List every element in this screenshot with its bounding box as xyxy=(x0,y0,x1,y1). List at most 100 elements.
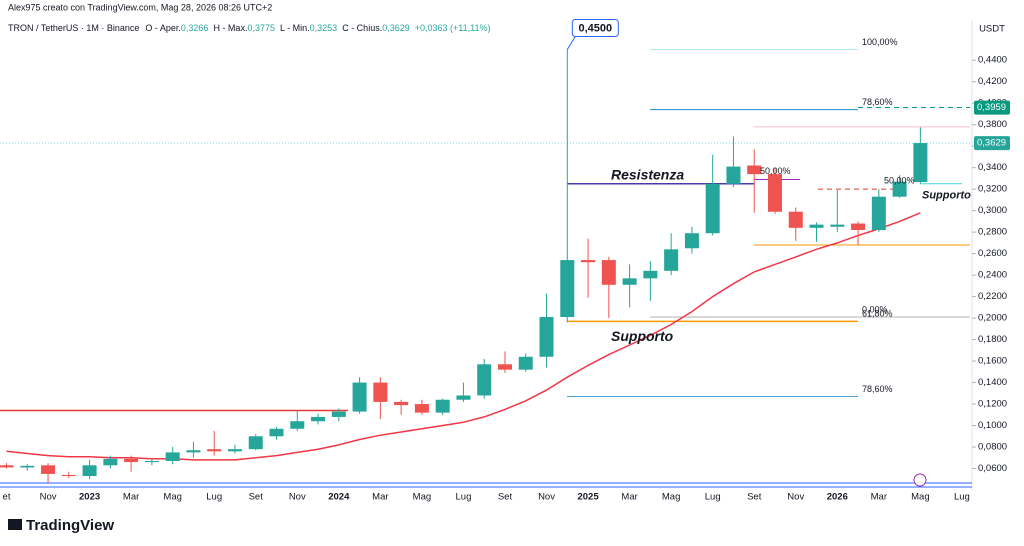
candle-body xyxy=(747,165,762,175)
close-label: C - Chius. xyxy=(342,23,382,33)
candle-body xyxy=(871,196,886,230)
x-tick-label: Set xyxy=(249,492,264,503)
candle-body xyxy=(248,436,263,450)
candle-body xyxy=(913,143,928,183)
candle-body xyxy=(809,224,824,228)
level-tag: 0,00% xyxy=(862,304,888,314)
change: +0,0363 (+11,11%) xyxy=(415,23,491,33)
close: 0,3629 xyxy=(382,23,410,33)
logo: TradingView xyxy=(8,517,114,534)
candle-body xyxy=(851,223,866,230)
candle-body xyxy=(394,401,409,406)
candle-body xyxy=(414,404,429,413)
x-tick-label: Nov xyxy=(289,492,306,503)
x-tick-label: 2023 xyxy=(79,492,100,503)
x-tick-label: Set xyxy=(498,492,513,503)
level-label: Resistenza xyxy=(611,166,684,182)
x-tick-label: 2025 xyxy=(577,492,599,503)
candle-body xyxy=(892,181,907,197)
candle-body xyxy=(144,460,159,463)
candle-body xyxy=(207,449,222,452)
plot xyxy=(0,48,972,484)
price-tag xyxy=(974,100,1010,115)
candle-body xyxy=(477,364,492,396)
level-label: Supporto xyxy=(611,328,674,344)
credit: Alex975 creato con TradingView.com, Mag … xyxy=(8,2,272,12)
y-tick-label: 0,0600 xyxy=(978,463,1007,474)
x-tick-label: Mag xyxy=(413,492,431,503)
candle-body xyxy=(186,450,201,453)
candle-body xyxy=(456,395,471,400)
candle-body xyxy=(165,452,180,461)
x-tick-label: Mar xyxy=(123,492,139,503)
x-tick-label: Nov xyxy=(40,492,57,503)
level-tag: 61,80% xyxy=(862,309,893,319)
event-icon xyxy=(913,473,927,487)
candle-body xyxy=(726,166,741,184)
candle-body xyxy=(331,411,346,417)
callout-box xyxy=(571,18,619,37)
candle-body xyxy=(103,458,118,466)
callout-pointer xyxy=(566,36,576,50)
candle-body xyxy=(767,174,782,212)
candle-body xyxy=(601,260,616,285)
price-tag xyxy=(974,136,1010,151)
candle-body xyxy=(497,364,512,370)
candle-body xyxy=(311,416,326,422)
candle-body xyxy=(560,260,575,318)
y-tick-label: 0,0800 xyxy=(978,442,1007,453)
level-tag: 78,60% xyxy=(862,97,893,107)
low-label: L - Min. xyxy=(280,23,310,33)
high: 0,3775 xyxy=(247,23,275,33)
candle-body xyxy=(82,465,97,477)
candle-body xyxy=(20,465,35,468)
price-tag-label: 0,3629 xyxy=(977,138,1006,149)
x-tick-label: Mag xyxy=(911,492,929,503)
open-label: O - Aper. xyxy=(145,23,181,33)
moving-average xyxy=(6,212,921,461)
y-tick-label: 0,2800 xyxy=(978,227,1007,238)
candle-body xyxy=(269,428,284,437)
candle-body xyxy=(124,458,139,463)
level-tag: 100,00% xyxy=(862,37,898,47)
x-tick-label: Lug xyxy=(954,492,970,503)
x-tick-label: et xyxy=(3,492,11,503)
candle-body xyxy=(373,382,388,402)
y-tick-label: 0,1000 xyxy=(978,420,1007,431)
candle-body xyxy=(352,382,367,412)
y-tick-label: 0,2600 xyxy=(978,248,1007,259)
x-tick-label: Nov xyxy=(787,492,804,503)
candle-body xyxy=(290,421,305,429)
symbol-name: TRON / TetherUS · 1M · Binance xyxy=(8,23,139,33)
y-tick-label: 0,1600 xyxy=(978,356,1007,367)
candle-body xyxy=(539,317,554,357)
candle-body xyxy=(581,260,596,263)
y-tick-label: 0,3200 xyxy=(978,184,1007,195)
candle-body xyxy=(0,465,14,468)
x-tick-label: Nov xyxy=(538,492,555,503)
level-label: Supporto xyxy=(922,190,971,202)
candle-body xyxy=(705,183,720,234)
x-tick-label: Lug xyxy=(206,492,222,503)
x-tick-label: Mag xyxy=(163,492,181,503)
level-tag: 50,00% xyxy=(884,176,915,186)
candle-body xyxy=(227,449,242,452)
high-label: H - Max. xyxy=(213,23,247,33)
x-tick-label: Mar xyxy=(871,492,887,503)
level-tag: 78,60% xyxy=(862,384,893,394)
level-tag: 50,00% xyxy=(760,166,791,176)
x-tick-label: Lug xyxy=(705,492,721,503)
candle-body xyxy=(518,356,533,370)
logo-mark xyxy=(8,519,22,530)
low: 0,3253 xyxy=(310,23,338,33)
x-tick-label: 2024 xyxy=(328,492,350,503)
candle-body xyxy=(664,249,679,271)
y-tick-label: 0,4200 xyxy=(978,76,1007,87)
y-tick-label: 0,2200 xyxy=(978,291,1007,302)
x-tick-label: Mar xyxy=(621,492,637,503)
candle-body xyxy=(61,474,76,477)
x-tick-label: Mag xyxy=(662,492,680,503)
y-tick-label: 0,1400 xyxy=(978,377,1007,388)
